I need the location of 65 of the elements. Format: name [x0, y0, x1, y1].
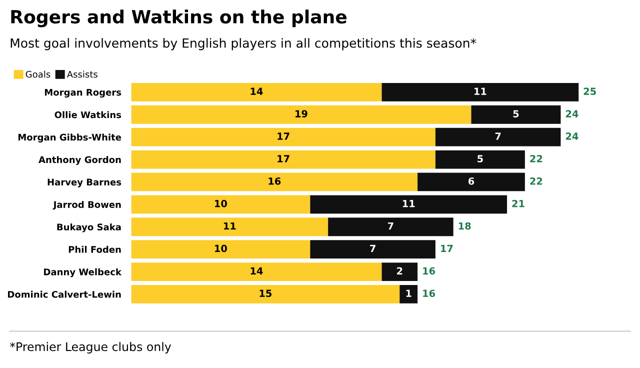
total-label: 21 — [512, 200, 524, 208]
total-label: 25 — [584, 88, 596, 96]
bar — [418, 172, 525, 192]
bar — [131, 240, 310, 259]
y-tick-label: Morgan Rogers — [44, 88, 122, 98]
data-label: 15 — [260, 290, 272, 298]
data-label: 6 — [468, 177, 474, 185]
bar — [131, 172, 418, 192]
y-tick-label: Dominic Calvert-Lewin — [8, 290, 121, 298]
y-tick-label: Danny Welbeck — [44, 268, 122, 278]
bar — [400, 285, 418, 304]
bar — [328, 218, 454, 236]
data-label: 11 — [474, 88, 486, 95]
chart-subtitle: Most goal involvements by English players in all competitions this season* — [10, 38, 476, 50]
data-label: 14 — [250, 267, 263, 274]
data-label: 17 — [278, 155, 290, 162]
bar — [382, 82, 579, 102]
total-label: 16 — [423, 267, 436, 275]
total-label: 22 — [530, 154, 542, 162]
bar — [435, 150, 525, 169]
chart-title: Rogers and Watkins on the plane — [11, 10, 347, 28]
legend-label: Assists — [66, 70, 98, 78]
data-label: 7 — [495, 132, 501, 140]
bar — [131, 285, 400, 304]
text: *Premier League clubs only — [10, 342, 172, 354]
data-label: 19 — [296, 110, 308, 118]
bar — [131, 128, 436, 146]
data-label: 5 — [513, 110, 519, 118]
data-label: 7 — [370, 244, 376, 252]
bar — [471, 105, 561, 124]
data-label: 11 — [402, 200, 415, 208]
y-tick-label: Morgan Gibbs-White — [18, 134, 122, 142]
data-label: 11 — [224, 222, 236, 230]
data-label: 16 — [268, 177, 281, 185]
bar — [310, 195, 508, 214]
bar — [131, 105, 472, 124]
y-tick-label: Jarrod Bowen — [52, 200, 121, 210]
bar — [131, 150, 436, 169]
total-label: 16 — [423, 290, 436, 298]
total-label: 17 — [441, 244, 453, 252]
y-tick-label: Harvey Barnes — [48, 178, 122, 188]
total-label: 24 — [566, 110, 578, 118]
total-label: 18 — [458, 222, 471, 230]
legend-label: Goals — [26, 70, 50, 78]
data-label: 1 — [406, 290, 412, 297]
bar — [131, 195, 310, 214]
data-label: 10 — [215, 200, 227, 208]
bar — [310, 240, 436, 259]
bar — [131, 262, 382, 281]
bar — [435, 128, 561, 146]
data-label: 7 — [388, 222, 394, 230]
y-tick-label: Phil Foden — [68, 246, 121, 253]
data-label: 17 — [278, 132, 290, 140]
y-tick-label: Anthony Gordon — [38, 156, 121, 165]
data-label: 5 — [478, 155, 483, 162]
bar — [131, 218, 328, 236]
total-label: 24 — [566, 132, 578, 140]
data-label: 14 — [250, 88, 263, 95]
data-label: 2 — [397, 267, 402, 274]
data-label: 10 — [215, 244, 227, 252]
bar — [131, 82, 382, 102]
y-tick-label: Bukayo Saka — [57, 223, 121, 232]
bar — [382, 262, 418, 281]
y-tick-label: Ollie Watkins — [54, 111, 122, 118]
total-label: 22 — [530, 177, 542, 185]
